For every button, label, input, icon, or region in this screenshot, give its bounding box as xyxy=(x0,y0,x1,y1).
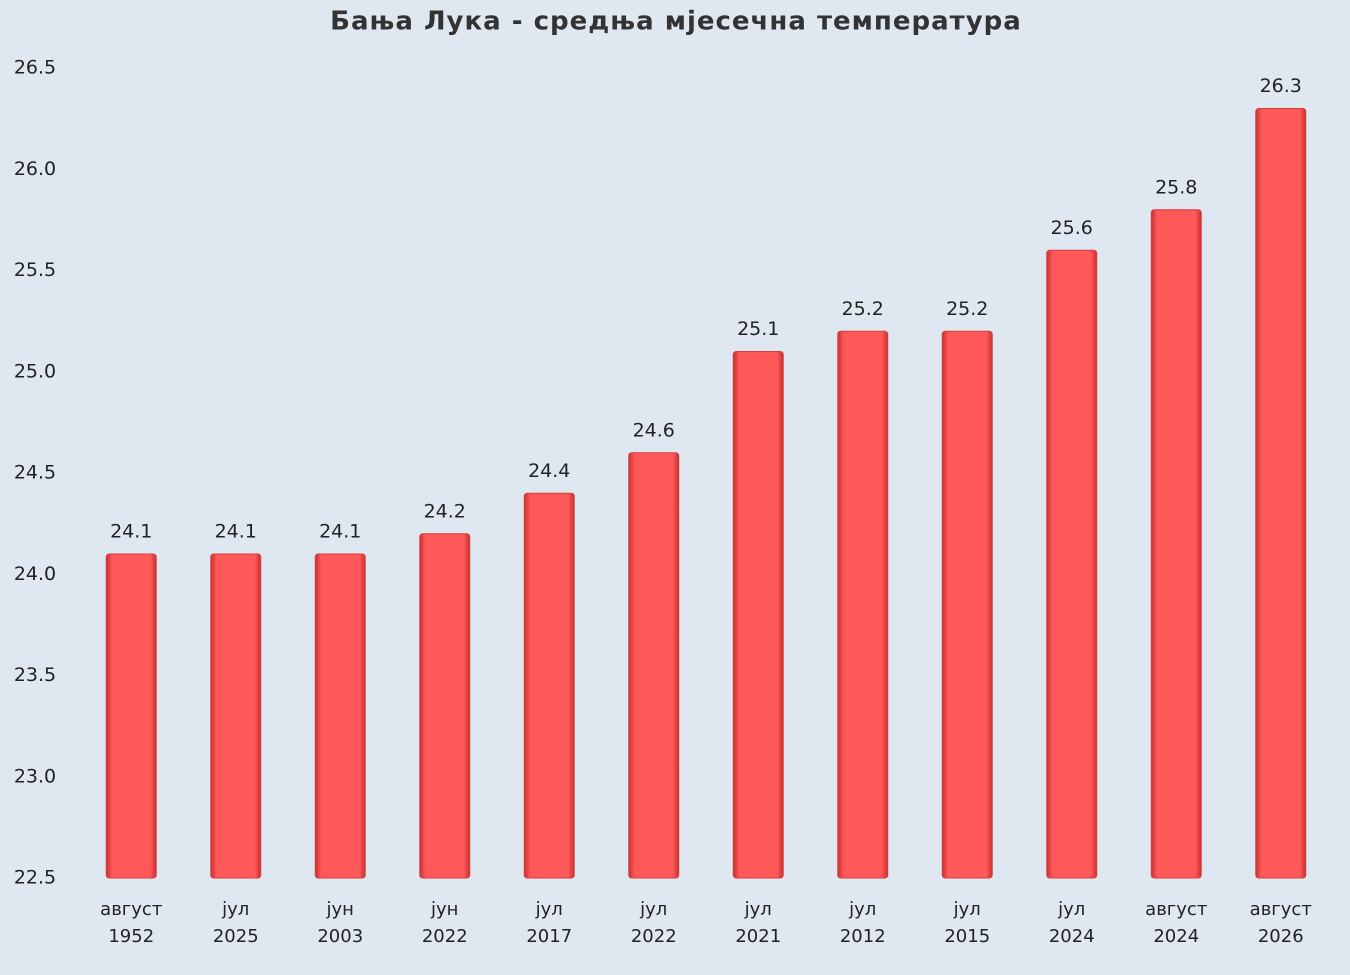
value-label: 25.1 xyxy=(737,318,779,340)
value-label: 26.3 xyxy=(1260,75,1302,97)
bar xyxy=(732,351,784,879)
value-label: 24.6 xyxy=(633,419,675,441)
y-tick-label: 26.0 xyxy=(14,158,56,180)
bar xyxy=(419,533,471,879)
x-tick-label: јул xyxy=(848,899,876,920)
y-tick-label: 24.5 xyxy=(14,462,56,484)
x-tick-label: 2024 xyxy=(1153,926,1199,947)
bar xyxy=(1255,108,1307,879)
x-tick-label: 2024 xyxy=(1049,926,1095,947)
bar xyxy=(941,330,993,879)
bar xyxy=(1046,249,1098,879)
value-label: 24.1 xyxy=(215,521,257,543)
value-label: 25.8 xyxy=(1155,176,1197,198)
value-label: 24.4 xyxy=(528,460,570,482)
x-tick-label: 2022 xyxy=(631,926,677,947)
x-tick-label: јул xyxy=(535,899,563,920)
x-tick-label: јул xyxy=(639,899,667,920)
x-tick-label: август xyxy=(1145,899,1207,920)
y-tick-label: 25.0 xyxy=(14,360,56,382)
bar xyxy=(1150,209,1202,879)
value-label: 24.1 xyxy=(110,521,152,543)
x-tick-label: 2003 xyxy=(317,926,363,947)
x-tick-label: 2026 xyxy=(1258,926,1304,947)
x-tick-label: јул xyxy=(1057,899,1085,920)
bar xyxy=(628,452,680,879)
y-tick-label: 23.0 xyxy=(14,765,56,787)
x-tick-label: јун xyxy=(326,899,354,920)
x-tick-label: јул xyxy=(953,899,981,920)
value-label: 24.2 xyxy=(424,500,466,522)
x-tick-label: јул xyxy=(221,899,249,920)
y-tick-label: 22.5 xyxy=(14,867,56,889)
bar xyxy=(210,553,262,879)
y-tick-label: 26.5 xyxy=(14,57,56,79)
bar xyxy=(105,553,157,879)
x-tick-label: јул xyxy=(744,899,772,920)
x-tick-label: 2012 xyxy=(840,926,886,947)
x-tick-label: август xyxy=(100,899,162,920)
x-tick-label: 2025 xyxy=(213,926,259,947)
x-tick-label: 1952 xyxy=(108,926,154,947)
y-tick-label: 23.5 xyxy=(14,664,56,686)
x-tick-label: август xyxy=(1250,899,1312,920)
x-tick-label: 2022 xyxy=(422,926,468,947)
value-label: 25.2 xyxy=(946,298,988,320)
value-label: 24.1 xyxy=(319,521,361,543)
value-label: 25.2 xyxy=(842,298,884,320)
x-tick-label: 2021 xyxy=(735,926,781,947)
y-tick-label: 25.5 xyxy=(14,259,56,281)
bar xyxy=(314,553,366,879)
x-tick-label: јун xyxy=(430,899,458,920)
bar xyxy=(523,492,575,879)
y-tick-label: 24.0 xyxy=(14,563,56,585)
x-tick-label: 2017 xyxy=(526,926,572,947)
bar xyxy=(837,330,889,879)
value-label: 25.6 xyxy=(1051,217,1093,239)
x-tick-label: 2015 xyxy=(944,926,990,947)
chart-title: Бања Лука - средња мјесечна температура xyxy=(330,7,1022,37)
